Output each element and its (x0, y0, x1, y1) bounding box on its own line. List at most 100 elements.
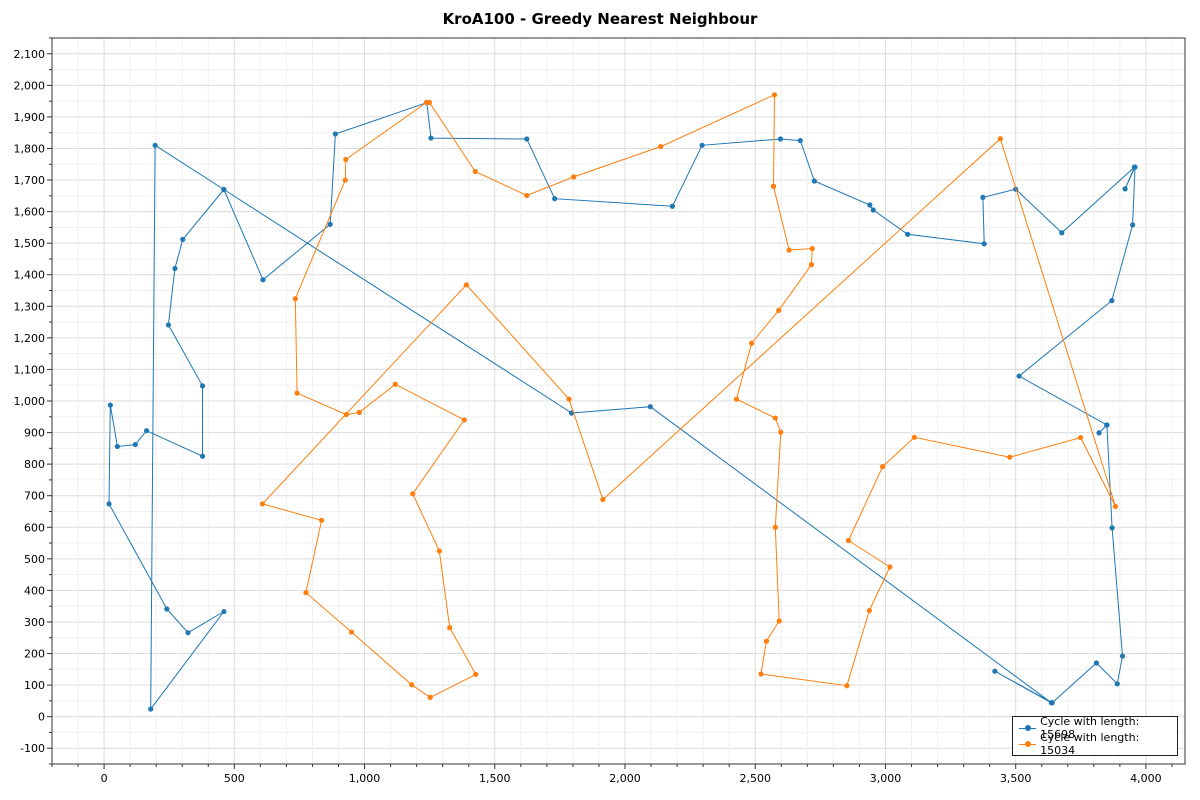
data-point (172, 265, 178, 272)
data-point (1114, 681, 1120, 687)
data-point (600, 496, 606, 503)
x-tick-label: 2,000 (609, 772, 641, 785)
y-tick-label: 1,000 (14, 395, 46, 408)
data-point (748, 340, 755, 346)
data-point (132, 441, 138, 448)
data-point (811, 178, 817, 184)
x-axis: 0 500 1,000 1,500 2,000 2,500 3,000 3,500 4,000 (51, 764, 1173, 785)
series-line-2 (261, 94, 1116, 698)
data-point (808, 262, 815, 268)
data-point (106, 501, 112, 507)
data-point (148, 706, 154, 712)
y-tick-label: 600 (24, 521, 45, 534)
x-tick-label: 4,000 (1130, 772, 1162, 785)
grid-lines (51, 37, 1185, 765)
x-tick-label: 2,500 (739, 772, 771, 785)
legend-marker-1 (1019, 724, 1037, 733)
data-point (327, 221, 333, 227)
data-point (472, 168, 478, 175)
data-point (866, 607, 872, 614)
data-point (524, 192, 530, 199)
data-point (318, 517, 325, 523)
y-tick-label: 500 (24, 553, 45, 566)
x-tick-label: 3,500 (1000, 772, 1032, 785)
data-point (1109, 298, 1115, 304)
data-point (524, 136, 530, 142)
data-point (332, 131, 338, 137)
data-point (771, 92, 778, 98)
data-point (392, 381, 398, 387)
data-point (1122, 186, 1128, 192)
y-tick-label: -100 (20, 742, 45, 755)
data-point (426, 99, 433, 105)
data-point (180, 236, 186, 242)
data-point (1016, 373, 1022, 379)
data-point (772, 524, 778, 530)
data-point (911, 434, 917, 440)
y-tick-label: 100 (24, 679, 45, 692)
legend-marker-2 (1019, 740, 1037, 749)
y-tick-label: 0 (38, 711, 45, 724)
data-point (107, 402, 113, 408)
data-point (221, 186, 227, 193)
data-point (143, 428, 150, 434)
x-tick-label: 1,500 (479, 772, 511, 785)
data-point (867, 202, 873, 208)
data-point (566, 396, 572, 402)
data-point (776, 307, 782, 314)
y-tick-label: 1,300 (14, 300, 46, 313)
data-point (1077, 435, 1084, 441)
y-tick-label: 1,800 (14, 142, 46, 155)
x-tick-label: 500 (224, 772, 245, 785)
series-layer (106, 92, 1138, 712)
data-point (410, 491, 416, 497)
legend-entry-1: Cycle with length: 15698 (1019, 715, 1171, 741)
data-point (409, 682, 415, 688)
data-point (260, 277, 266, 283)
data-point (733, 396, 740, 402)
data-point (980, 194, 986, 201)
data-point (905, 231, 911, 237)
data-point (1093, 660, 1100, 666)
data-point (870, 207, 876, 213)
data-point (428, 135, 434, 141)
series-2 (259, 92, 1119, 700)
y-tick-label: 900 (24, 427, 45, 440)
data-point (778, 429, 784, 435)
data-point (776, 618, 782, 624)
data-point (447, 625, 453, 631)
chart-title: KroA100 - Greedy Nearest Neighbour (442, 10, 758, 28)
data-point (786, 247, 792, 253)
data-point (164, 606, 170, 612)
y-tick-label: 400 (24, 584, 45, 597)
data-point (1007, 454, 1013, 460)
y-axis: -100 0 100 200 300 400 500 600 700 800 900 1,000 1,1… (14, 37, 52, 765)
data-point (292, 296, 298, 302)
data-point (427, 694, 433, 700)
y-tick-label: 1,400 (14, 269, 46, 282)
data-point (348, 629, 355, 635)
data-point (1109, 525, 1115, 531)
data-point (473, 671, 479, 677)
data-point (259, 501, 266, 507)
data-point (880, 464, 886, 470)
data-point (1119, 653, 1126, 659)
legend: Cycle with length: 15698 Cycle with leng… (1012, 715, 1178, 757)
y-tick-label: 2,000 (14, 79, 46, 92)
x-tick-label: 3,000 (870, 772, 902, 785)
data-point (152, 142, 158, 148)
data-point (343, 411, 349, 418)
data-point (658, 143, 664, 150)
data-point (461, 417, 467, 423)
legend-label-1: Cycle with length: 15698 (1040, 715, 1140, 741)
data-point (463, 282, 469, 288)
x-tick-label: 1,000 (349, 772, 381, 785)
data-point (342, 177, 348, 183)
data-point (1059, 230, 1065, 236)
data-point (221, 608, 227, 615)
data-point (992, 668, 998, 674)
data-point (571, 174, 577, 180)
data-point (1096, 430, 1102, 436)
data-point (770, 183, 777, 189)
